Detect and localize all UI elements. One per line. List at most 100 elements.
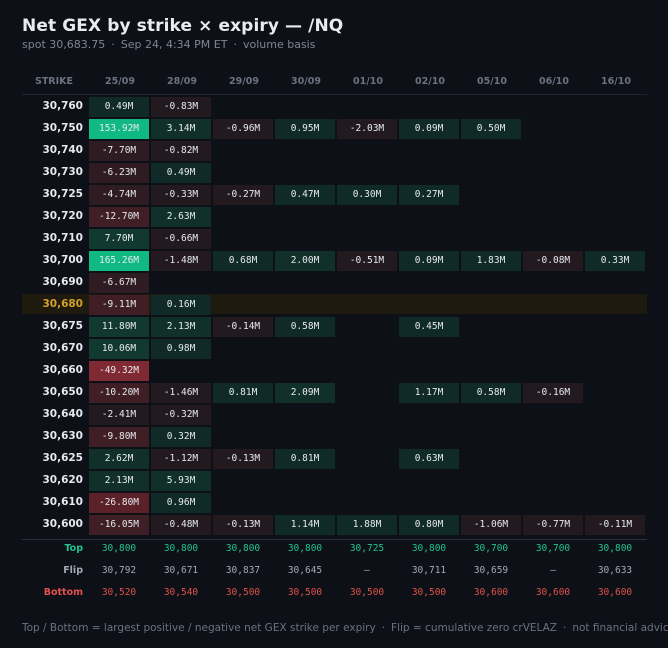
basis-label: volume basis bbox=[242, 38, 316, 51]
heatmap-cell: -0.11M bbox=[585, 515, 645, 535]
heatmap-cell: 0.58M bbox=[275, 317, 335, 337]
heatmap-cell: -0.16M bbox=[523, 383, 583, 403]
heatmap-cell: -4.74M bbox=[89, 185, 149, 205]
heatmap-cell: -7.70M bbox=[89, 141, 149, 161]
heatmap-cell: 0.49M bbox=[89, 97, 149, 117]
summary-cell-flip: 30,792 bbox=[101, 565, 137, 576]
heatmap-cell: 2.00M bbox=[275, 251, 335, 271]
strike-label: 30,620 bbox=[42, 474, 83, 486]
heatmap-cell: 0.68M bbox=[213, 251, 273, 271]
heatmap-cell: 0.27M bbox=[399, 185, 459, 205]
summary-cell-flip: 30,659 bbox=[473, 565, 509, 576]
heatmap-cell: -9.11M bbox=[89, 295, 149, 315]
footer-brand: VELAZ bbox=[522, 622, 557, 634]
heatmap-cell: 0.58M bbox=[461, 383, 521, 403]
summary-cell-top: 30,800 bbox=[225, 543, 261, 554]
heatmap-cell: 0.32M bbox=[151, 427, 211, 447]
summary-divider bbox=[22, 539, 647, 540]
expiry-header: 06/10 bbox=[539, 76, 569, 87]
heatmap-cell: -12.70M bbox=[89, 207, 149, 227]
strike-label: 30,670 bbox=[42, 342, 83, 354]
heatmap-cell: 0.50M bbox=[461, 119, 521, 139]
summary-label-flip: Flip bbox=[63, 565, 83, 576]
strike-label: 30,730 bbox=[42, 166, 83, 178]
separator-dot: · bbox=[381, 622, 386, 634]
strike-label: 30,690 bbox=[42, 276, 83, 288]
heatmap-cell: 0.45M bbox=[399, 317, 459, 337]
heatmap-cell: -9.80M bbox=[89, 427, 149, 447]
heatmap-cell: 2.62M bbox=[89, 449, 149, 469]
heatmap-cell: -26.80M bbox=[89, 493, 149, 513]
header-divider bbox=[22, 94, 647, 95]
summary-cell-top: 30,800 bbox=[287, 543, 323, 554]
summary-cell-bottom: 30,600 bbox=[535, 587, 571, 598]
heatmap-cell: -0.33M bbox=[151, 185, 211, 205]
heatmap-cell: -1.46M bbox=[151, 383, 211, 403]
strike-label: 30,680 bbox=[42, 298, 83, 310]
summary-cell-flip: 30,633 bbox=[597, 565, 633, 576]
heatmap-cell: -2.41M bbox=[89, 405, 149, 425]
heatmap-cell: 5.93M bbox=[151, 471, 211, 491]
summary-label-top: Top bbox=[64, 543, 83, 554]
expiry-header: 02/10 bbox=[415, 76, 445, 87]
heatmap-cell: -0.08M bbox=[523, 251, 583, 271]
heatmap-cell: -0.83M bbox=[151, 97, 211, 117]
summary-cell-flip: — bbox=[364, 565, 370, 576]
expiry-header: 29/09 bbox=[229, 76, 259, 87]
heatmap-cell: 0.81M bbox=[213, 383, 273, 403]
heatmap-cell: -2.03M bbox=[337, 119, 397, 139]
heatmap-cell: 0.98M bbox=[151, 339, 211, 359]
heatmap-cell: 2.13M bbox=[89, 471, 149, 491]
strike-label: 30,610 bbox=[42, 496, 83, 508]
strike-label: 30,660 bbox=[42, 364, 83, 376]
heatmap-cell: 0.80M bbox=[399, 515, 459, 535]
footer-note: Top / Bottom = largest positive / negati… bbox=[22, 622, 668, 634]
heatmap-cell: -1.12M bbox=[151, 449, 211, 469]
summary-cell-top: 30,700 bbox=[473, 543, 509, 554]
heatmap-cell: -1.48M bbox=[151, 251, 211, 271]
heatmap-cell: -0.66M bbox=[151, 229, 211, 249]
heatmap-cell: 0.09M bbox=[399, 251, 459, 271]
summary-cell-flip: 30,645 bbox=[287, 565, 323, 576]
summary-cell-bottom: 30,600 bbox=[597, 587, 633, 598]
chart-title: Net GEX by strike × expiry — /NQ bbox=[22, 16, 344, 36]
summary-cell-bottom: 30,500 bbox=[349, 587, 385, 598]
heatmap-cell: -0.51M bbox=[337, 251, 397, 271]
heatmap-cell: -0.96M bbox=[213, 119, 273, 139]
heatmap-cell: 0.16M bbox=[151, 295, 211, 315]
summary-cell-flip: 30,711 bbox=[411, 565, 447, 576]
heatmap-cell: 0.96M bbox=[151, 493, 211, 513]
heatmap-cell: 0.33M bbox=[585, 251, 645, 271]
strike-label: 30,675 bbox=[42, 320, 83, 332]
separator-dot: · bbox=[233, 38, 237, 51]
heatmap-cell: -10.20M bbox=[89, 383, 149, 403]
summary-cell-bottom: 30,520 bbox=[101, 587, 137, 598]
summary-label-bottom: Bottom bbox=[43, 587, 83, 598]
summary-cell-bottom: 30,500 bbox=[225, 587, 261, 598]
spot-price: spot 30,683.75 bbox=[22, 38, 106, 51]
heatmap-cell: 1.17M bbox=[399, 383, 459, 403]
heatmap-cell: -6.23M bbox=[89, 163, 149, 183]
heatmap-cell: -1.06M bbox=[461, 515, 521, 535]
strike-label: 30,640 bbox=[42, 408, 83, 420]
summary-cell-flip: 30,671 bbox=[163, 565, 199, 576]
strike-label: 30,725 bbox=[42, 188, 83, 200]
summary-cell-bottom: 30,500 bbox=[287, 587, 323, 598]
strike-label: 30,760 bbox=[42, 100, 83, 112]
summary-cell-top: 30,800 bbox=[101, 543, 137, 554]
heatmap-cell: 7.70M bbox=[89, 229, 149, 249]
expiry-header: 16/10 bbox=[601, 76, 631, 87]
expiry-header: 01/10 bbox=[353, 76, 383, 87]
strike-label: 30,740 bbox=[42, 144, 83, 156]
summary-cell-top: 30,725 bbox=[349, 543, 385, 554]
strike-label: 30,650 bbox=[42, 386, 83, 398]
heatmap-cell: 0.30M bbox=[337, 185, 397, 205]
heatmap-cell: 0.81M bbox=[275, 449, 335, 469]
heatmap-cell: 0.47M bbox=[275, 185, 335, 205]
summary-cell-bottom: 30,600 bbox=[473, 587, 509, 598]
expiry-header: 05/10 bbox=[477, 76, 507, 87]
heatmap-cell: -0.14M bbox=[213, 317, 273, 337]
heatmap-cell: 0.09M bbox=[399, 119, 459, 139]
summary-cell-top: 30,800 bbox=[163, 543, 199, 554]
heatmap-cell: 1.14M bbox=[275, 515, 335, 535]
